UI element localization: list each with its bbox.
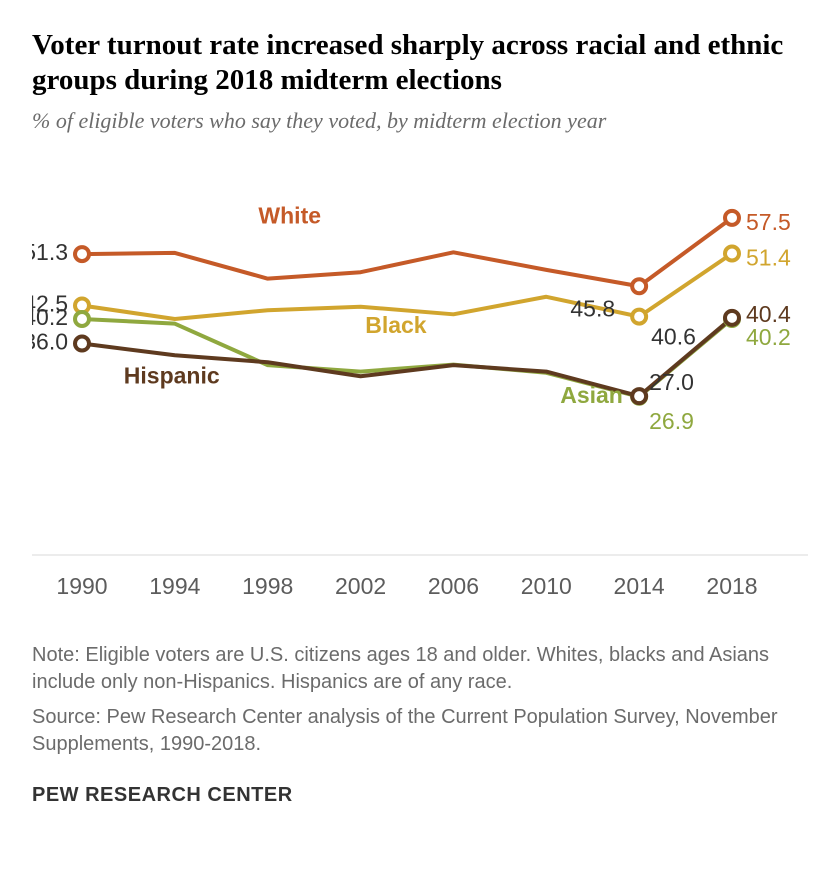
chart-note: Note: Eligible voters are U.S. citizens … [32,642,808,696]
chart-source: Source: Pew Research Center analysis of … [32,704,808,758]
series-label-asian: Asian [560,382,623,408]
x-tick-label: 2002 [335,573,386,599]
x-tick-label: 1998 [242,573,293,599]
page-title: Voter turnout rate increased sharply acr… [32,28,808,98]
series-marker-white [75,247,89,261]
footer-attribution: PEW RESEARCH CENTER [32,784,808,807]
series-marker-black [725,246,739,260]
value-label: 40.2 [746,324,791,350]
value-label: 51.4 [746,244,791,270]
series-label-white: White [258,202,321,228]
x-tick-label: 2018 [706,573,757,599]
series-line-white [82,217,732,285]
series-marker-hispanic [632,389,646,403]
x-tick-label: 1990 [56,573,107,599]
x-tick-label: 1994 [149,573,200,599]
chart-container: 1990 1994 1998 2002 2006 2010 2014 2018 45.8 57.5… [32,154,808,624]
series-label-hispanic: Hispanic [124,362,220,388]
series-marker-black [632,309,646,323]
left-value-label: 36.0 [32,328,68,354]
value-label: 57.5 [746,209,791,235]
line-chart: 1990 1994 1998 2002 2006 2010 2014 2018 45.8 57.5… [32,154,808,624]
series-marker-asian [75,312,89,326]
value-label: 45.8 [570,295,615,321]
left-value-label: 51.3 [32,239,68,265]
x-tick-label: 2010 [521,573,572,599]
left-value-label: 40.2 [32,304,68,330]
page-subtitle: % of eligible voters who say they voted,… [32,108,808,134]
series-marker-hispanic [75,336,89,350]
value-label: 27.0 [649,369,694,395]
x-tick-label: 2006 [428,573,479,599]
value-label: 40.4 [746,300,791,326]
series-label-black: Black [365,312,427,338]
x-tick-label: 2014 [614,573,665,599]
series-marker-white [725,210,739,224]
series-marker-hispanic [725,310,739,324]
series-marker-white [632,279,646,293]
value-label: 26.9 [649,407,694,433]
value-label: 40.6 [651,323,696,349]
